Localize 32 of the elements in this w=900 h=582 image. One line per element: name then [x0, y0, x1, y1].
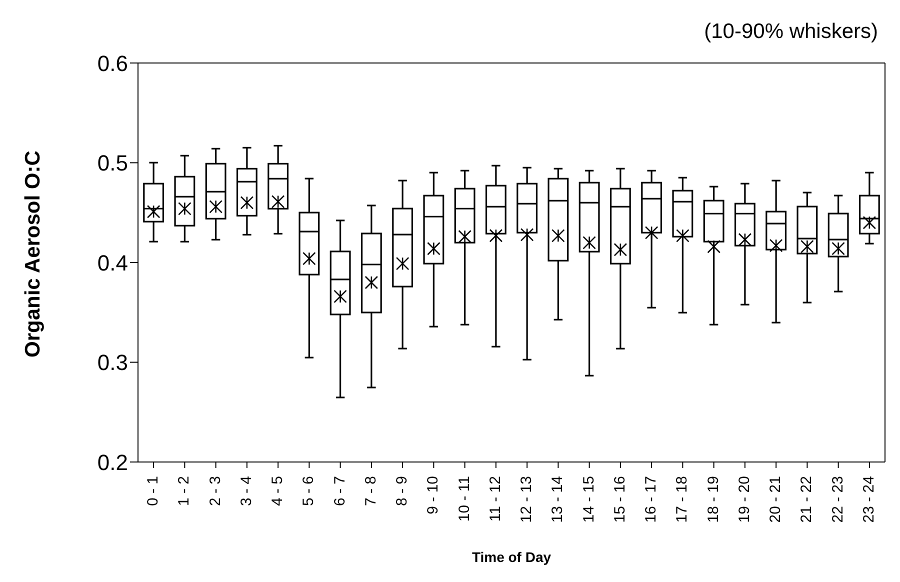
x-tick-label: 6 - 7 [331, 476, 348, 506]
x-tick-label: 13 - 14 [549, 476, 566, 523]
x-tick-label: 4 - 5 [269, 476, 286, 506]
y-tick-label: 0.4 [97, 250, 128, 276]
y-tick-label: 0.2 [97, 450, 128, 475]
x-axis-title: Time of Day [472, 548, 552, 565]
x-tick-label: 17 - 18 [674, 476, 691, 523]
y-tick-label: 0.3 [97, 350, 128, 376]
x-tick-label: 14 - 15 [580, 476, 598, 523]
x-tick-label: 18 - 19 [704, 476, 722, 523]
x-tick-label: 11 - 12 [486, 476, 504, 522]
y-tick-label: 0.5 [97, 150, 128, 176]
x-tick-label: 15 - 16 [611, 476, 628, 523]
x-tick-label: 0 - 1 [144, 476, 162, 506]
x-tick-label: 22 - 23 [829, 476, 846, 523]
x-tick-label: 9 - 10 [424, 476, 442, 514]
x-tick-label: 2 - 3 [206, 476, 224, 506]
x-tick-label: 16 - 17 [642, 476, 660, 523]
x-tick-label: 10 - 11 [456, 476, 473, 522]
x-tick-label: 21 - 22 [798, 476, 816, 523]
x-tick-label: 1 - 2 [176, 476, 193, 506]
x-tick-label: 19 - 20 [736, 476, 753, 523]
y-axis-title: Organic Aerosol O:C [21, 150, 44, 358]
x-tick-label: 8 - 9 [394, 476, 411, 506]
x-tick-label: 20 - 21 [767, 476, 784, 523]
x-tick-label: 7 - 8 [362, 476, 380, 506]
x-tick-label: 5 - 6 [300, 476, 318, 506]
x-tick-label: 12 - 13 [518, 476, 536, 523]
y-tick-label: 0.6 [97, 50, 128, 76]
text: (10-90% whiskers) [704, 20, 878, 44]
x-tick-label: 23 - 24 [860, 476, 878, 523]
x-tick-label: 3 - 4 [238, 476, 255, 506]
